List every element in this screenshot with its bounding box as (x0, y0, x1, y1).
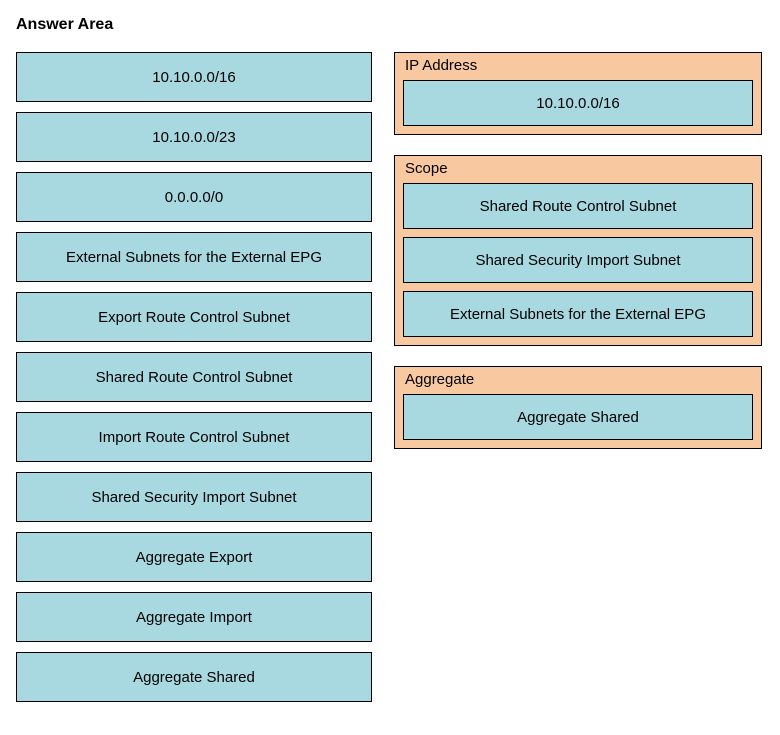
source-item[interactable]: 10.10.0.0/23 (16, 112, 372, 162)
source-item[interactable]: Import Route Control Subnet (16, 412, 372, 462)
dropzone-label: Scope (403, 160, 753, 177)
dropped-item[interactable]: Shared Security Import Subnet (403, 237, 753, 283)
dropped-item[interactable]: Aggregate Shared (403, 394, 753, 440)
source-item[interactable]: Shared Security Import Subnet (16, 472, 372, 522)
source-item[interactable]: 10.10.0.0/16 (16, 52, 372, 102)
source-item[interactable]: Export Route Control Subnet (16, 292, 372, 342)
source-item[interactable]: Aggregate Export (16, 532, 372, 582)
drop-zones-column: IP Address 10.10.0.0/16 Scope Shared Rou… (394, 52, 762, 702)
dropzone-ip-address[interactable]: IP Address 10.10.0.0/16 (394, 52, 762, 135)
source-item[interactable]: 0.0.0.0/0 (16, 172, 372, 222)
dropped-item[interactable]: External Subnets for the External EPG (403, 291, 753, 337)
dropzone-items: Aggregate Shared (403, 394, 753, 440)
columns-wrapper: 10.10.0.0/16 10.10.0.0/23 0.0.0.0/0 Exte… (16, 52, 764, 702)
dropzone-scope[interactable]: Scope Shared Route Control Subnet Shared… (394, 155, 762, 346)
source-item[interactable]: Aggregate Import (16, 592, 372, 642)
dropzone-items: Shared Route Control Subnet Shared Secur… (403, 183, 753, 337)
source-item[interactable]: Aggregate Shared (16, 652, 372, 702)
dropzone-items: 10.10.0.0/16 (403, 80, 753, 126)
dropzone-aggregate[interactable]: Aggregate Aggregate Shared (394, 366, 762, 449)
dropped-item[interactable]: Shared Route Control Subnet (403, 183, 753, 229)
dropped-item[interactable]: 10.10.0.0/16 (403, 80, 753, 126)
source-items-column: 10.10.0.0/16 10.10.0.0/23 0.0.0.0/0 Exte… (16, 52, 372, 702)
source-item[interactable]: Shared Route Control Subnet (16, 352, 372, 402)
source-item[interactable]: External Subnets for the External EPG (16, 232, 372, 282)
dropzone-label: IP Address (403, 57, 753, 74)
dropzone-label: Aggregate (403, 371, 753, 388)
page-title: Answer Area (16, 16, 764, 34)
